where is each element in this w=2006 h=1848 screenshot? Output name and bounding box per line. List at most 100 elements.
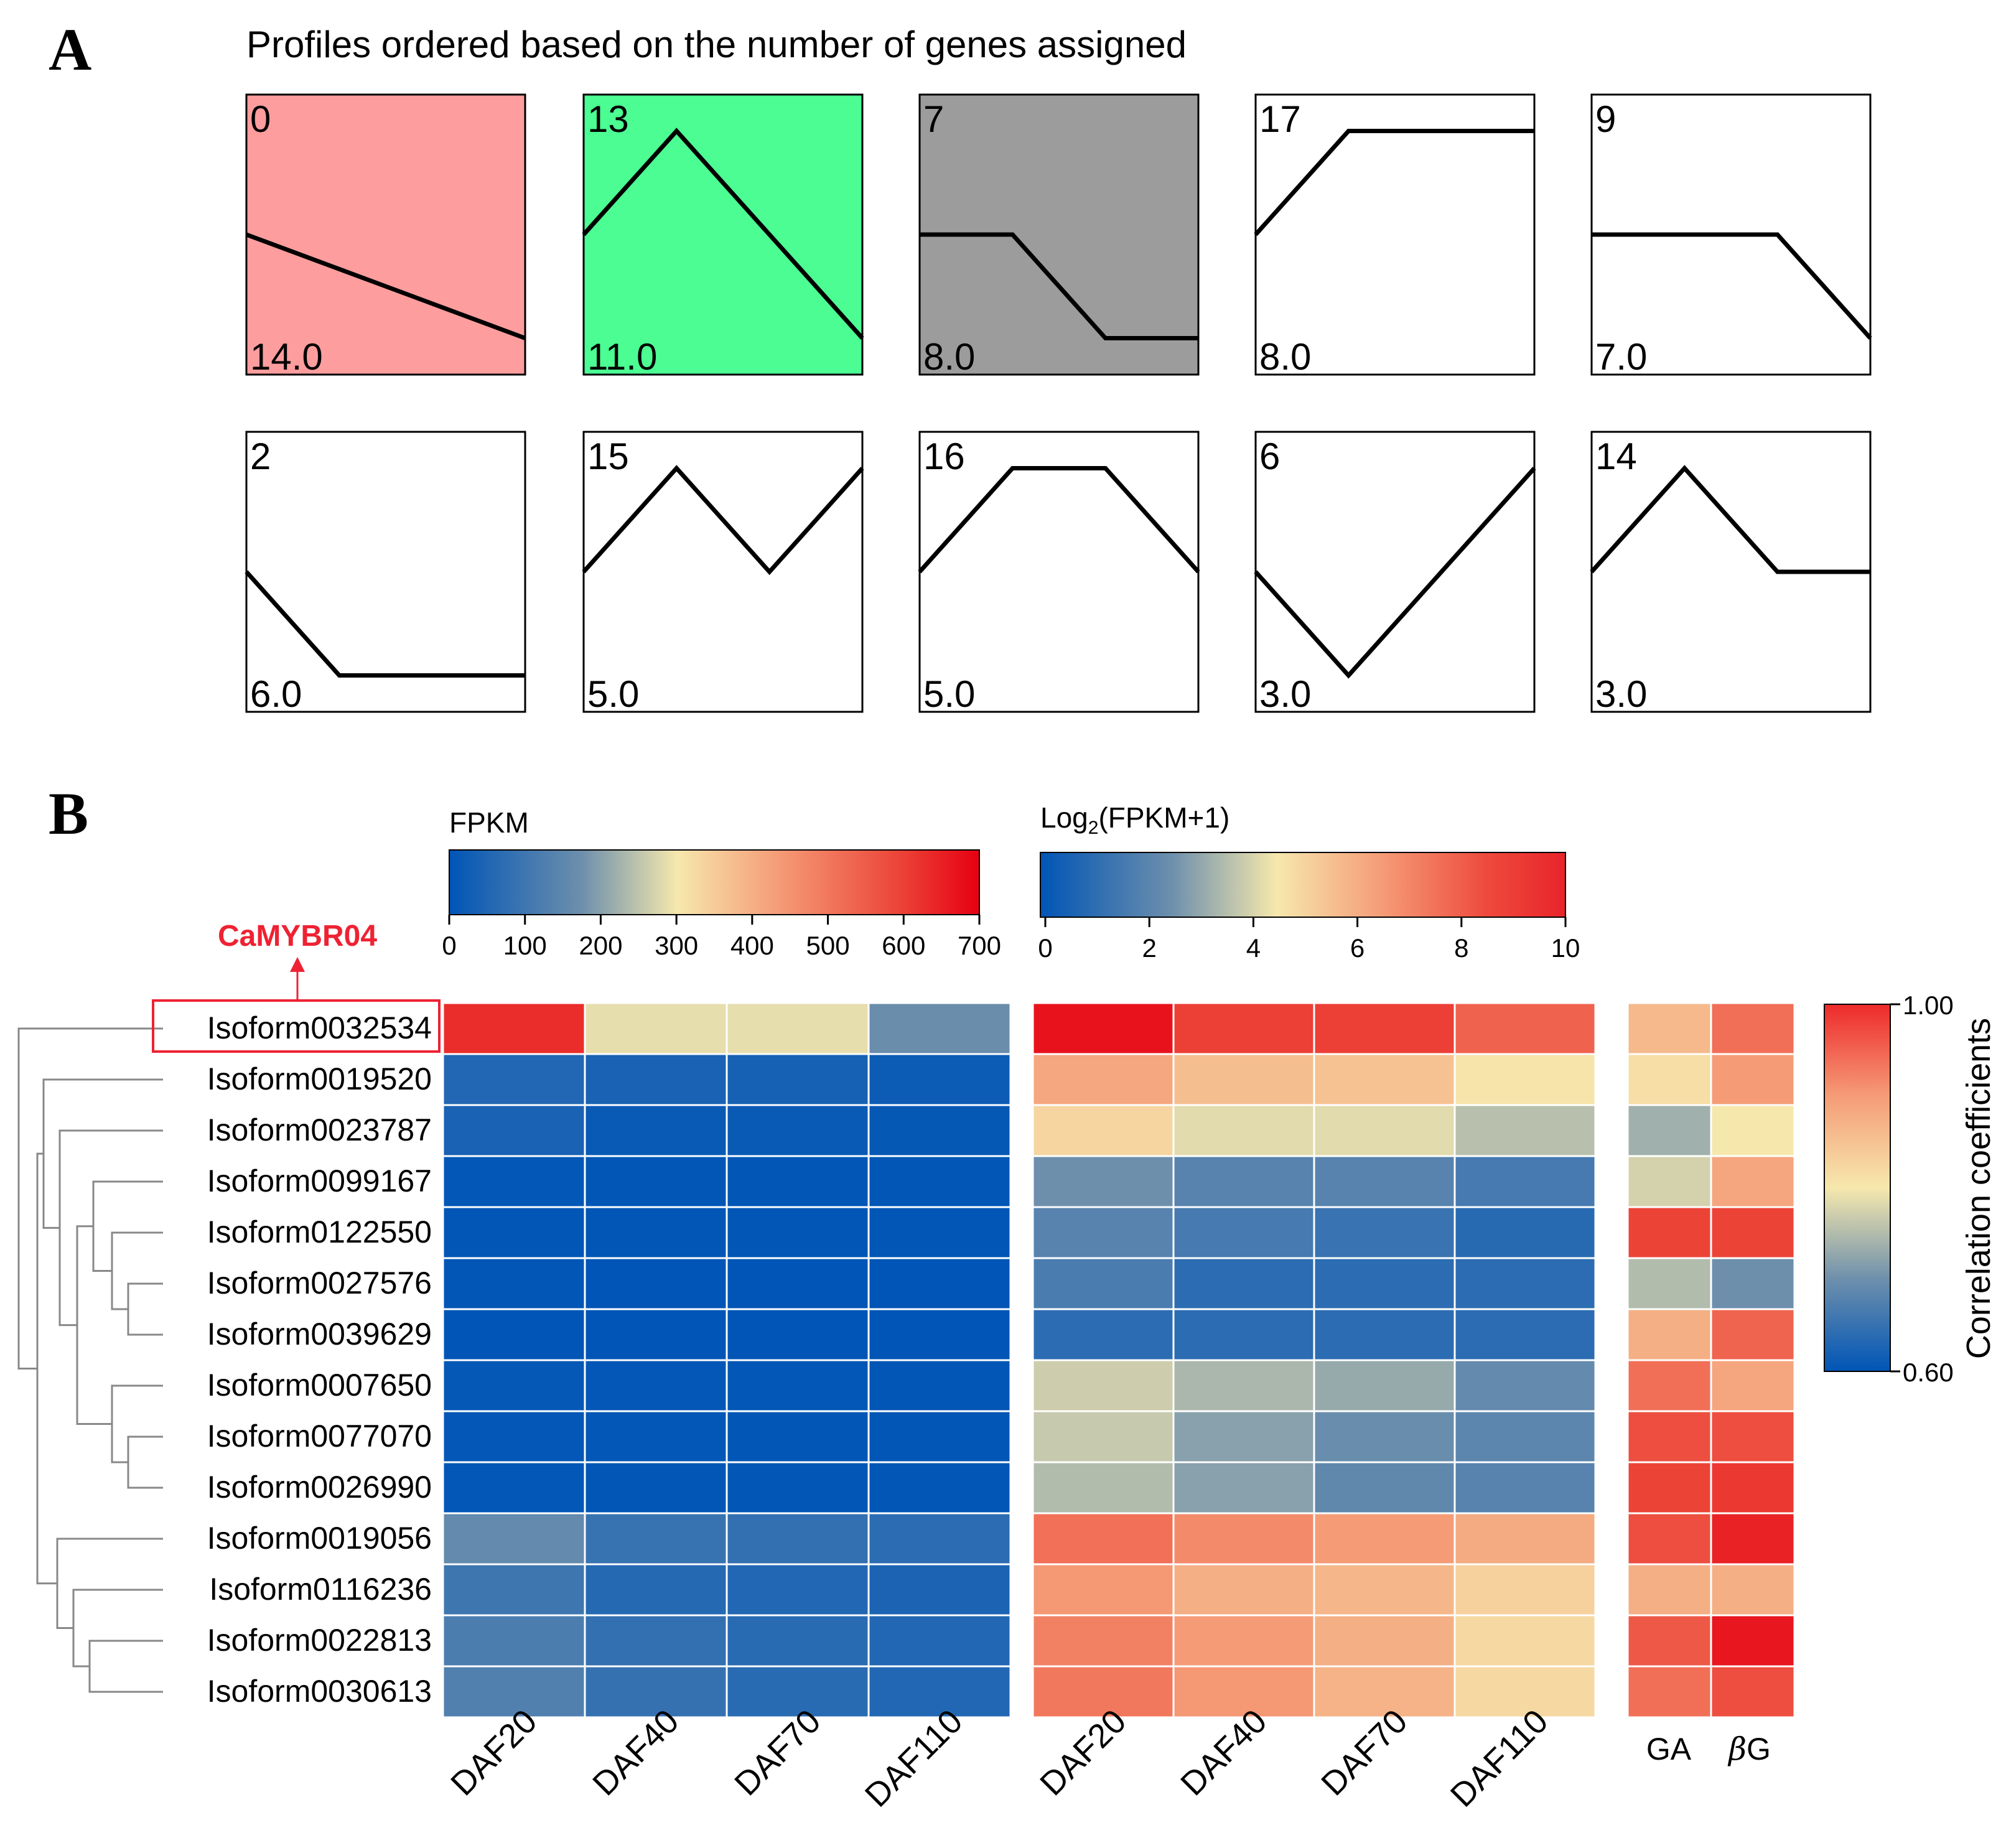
heatmap-cell [1453, 1206, 1597, 1259]
heatmap-cell [1453, 1104, 1597, 1157]
profile-id: 2 [250, 436, 271, 477]
row-label: Isoform0022813 [207, 1623, 432, 1658]
heatmap-cell [1172, 1665, 1315, 1719]
heatmap-cell [1313, 1002, 1456, 1055]
heatmap-cell [442, 1563, 586, 1617]
heatmap-cell [1172, 1155, 1315, 1208]
profile-count: 5.0 [923, 673, 975, 715]
heatmap-cell [867, 1359, 1012, 1412]
heatmap-cell [1313, 1563, 1456, 1617]
highlight-box [152, 999, 441, 1053]
dendrogram-branch [42, 1078, 163, 1229]
heatmap-cell [867, 1461, 1012, 1514]
heatmap-cell [725, 1563, 870, 1617]
heatmap-cell [1626, 1308, 1712, 1361]
heatmap-cell [1453, 1257, 1597, 1310]
beta-symbol: β [1727, 1731, 1747, 1767]
heatmap-cell [442, 1410, 586, 1463]
heatmap-cell [1710, 1563, 1796, 1617]
colorbar-tick-label: 500 [806, 931, 850, 960]
heatmap-cell [725, 1614, 870, 1668]
profile-count: 11.0 [587, 336, 657, 378]
log2-title-suffix: (FPKM+1) [1098, 801, 1229, 834]
profile-7: 78.0 [918, 93, 1200, 378]
heatmap-cell [442, 1257, 586, 1310]
profile-id: 13 [587, 98, 629, 140]
profile-2: 26.0 [245, 431, 526, 715]
heatmap-cell [1032, 1155, 1175, 1208]
heatmap-cell [1710, 1461, 1796, 1514]
heatmap-cell [1172, 1461, 1315, 1514]
heatmap-cell [725, 1257, 870, 1310]
profile-count: 14.0 [250, 336, 323, 378]
heatmap-cell [1710, 1002, 1796, 1055]
heatmap-cell [1032, 1104, 1175, 1157]
heatmap-cell [1313, 1206, 1456, 1259]
row-label: Isoform0039629 [207, 1317, 432, 1351]
dendrogram-branch [36, 1152, 57, 1585]
dendrogram-branch [127, 1282, 163, 1336]
heatmap-cell [725, 1359, 870, 1412]
heatmap-cell [725, 1308, 870, 1361]
heatmap-cell [584, 1410, 728, 1463]
dendrogram-branch [76, 1225, 112, 1425]
heatmap-cell [1453, 1665, 1597, 1719]
profile-14: 143.0 [1590, 431, 1872, 715]
heatmap-cell [1313, 1104, 1456, 1157]
correlation-colorbar-ticks: 0.60 1.00 [1890, 991, 1954, 1387]
row-label: Isoform0007650 [207, 1368, 432, 1402]
heatmap-cell [1032, 1002, 1175, 1055]
heatmap-cell [442, 1665, 586, 1719]
heatmap-cell [1032, 1053, 1175, 1106]
colorbar-tick-label: 8 [1454, 933, 1468, 963]
heatmap-cell [725, 1155, 870, 1208]
row-label: Isoform0116236 [209, 1572, 432, 1607]
heatmap-cell [1032, 1512, 1175, 1566]
heatmap-cell [584, 1308, 728, 1361]
heatmap-cell [1453, 1512, 1597, 1566]
highlight-arrow-head [290, 957, 305, 972]
heatmap-cell [725, 1410, 870, 1463]
corr-col-label-bg: βG [1727, 1731, 1771, 1767]
heatmap-cell [442, 1155, 586, 1208]
heatmap-cell [1172, 1512, 1315, 1566]
heatmap-cell [1626, 1461, 1712, 1514]
heatmap-cell [1626, 1104, 1712, 1157]
colorbar-tick-label: 0.60 [1903, 1358, 1954, 1387]
profile-box [582, 93, 864, 376]
heatmap-cell [442, 1053, 586, 1106]
colorbar-tick-label: 300 [655, 931, 698, 960]
panel-b-letter: B [49, 780, 88, 847]
heatmap-cell [1453, 1359, 1597, 1412]
profile-line [245, 232, 526, 340]
row-label: Isoform0019520 [207, 1062, 432, 1096]
profile-id: 16 [923, 436, 965, 477]
profile-count: 3.0 [1259, 673, 1311, 715]
heatmap-cell [1710, 1257, 1796, 1310]
row-label: Isoform0019056 [207, 1521, 432, 1556]
panel-a-title: Profiles ordered based on the number of … [246, 24, 1187, 65]
heatmap-cell [1710, 1665, 1796, 1719]
dendrogram [17, 1027, 163, 1693]
heatmap-cell [1453, 1308, 1597, 1361]
heatmap-cell [1626, 1053, 1712, 1106]
heatmap-cell [1626, 1257, 1712, 1310]
row-label: Isoform0122550 [207, 1215, 432, 1249]
heatmap-cell [584, 1053, 728, 1106]
heatmap-cell [1626, 1359, 1712, 1412]
heatmap-log2 [1032, 1002, 1597, 1719]
profile-box [1254, 93, 1536, 376]
heatmap-cell [725, 1512, 870, 1566]
heatmap-cell [725, 1053, 870, 1106]
profile-id: 7 [923, 98, 944, 140]
profile-line [918, 466, 1200, 574]
profile-16: 165.0 [918, 431, 1200, 715]
colorbar-tick-label: 1.00 [1903, 991, 1954, 1020]
profile-line [1254, 129, 1534, 236]
heatmap-cell [1172, 1053, 1315, 1106]
heatmap-cell [1453, 1002, 1597, 1055]
heatmap-cell [1032, 1359, 1175, 1412]
heatmap-cell [725, 1002, 870, 1055]
heatmap-cell [442, 1359, 586, 1412]
heatmap-cell [442, 1104, 586, 1157]
